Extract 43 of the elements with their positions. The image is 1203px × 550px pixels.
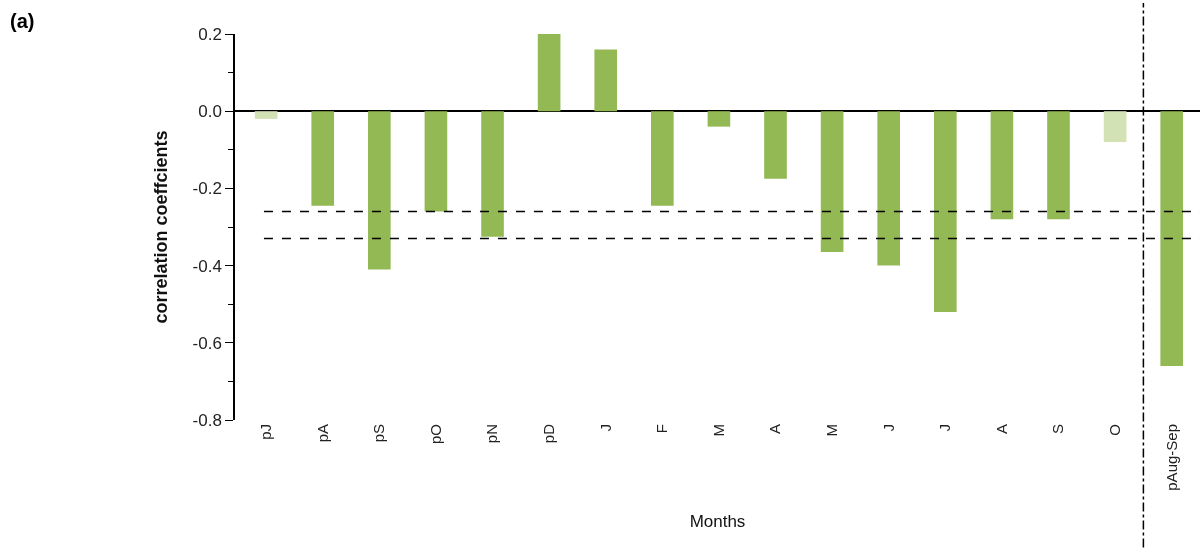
bar: [990, 111, 1014, 220]
bar: [537, 34, 561, 112]
bar: [368, 111, 391, 270]
x-tick-label: pS: [370, 424, 388, 443]
x-tick-label: pAug-Sep: [1162, 424, 1180, 491]
x-tick-label: A: [766, 424, 784, 435]
bar: [707, 111, 731, 127]
bar: [651, 111, 674, 206]
x-tick-label: pN: [483, 424, 501, 444]
bar: [1047, 111, 1070, 220]
x-tick-label: F: [653, 424, 671, 434]
x-tick-label: S: [1049, 424, 1067, 435]
y-tick-label: -0.4: [192, 256, 222, 276]
x-tick-label: M: [709, 424, 727, 437]
bar: [594, 49, 618, 112]
y-tick-label: 0.2: [198, 24, 222, 44]
x-tick-label: J: [879, 424, 897, 432]
bar: [254, 111, 278, 119]
x-tick-label: O: [1105, 424, 1123, 436]
x-tick-label: J: [596, 424, 614, 432]
x-tick-label: A: [992, 424, 1010, 435]
x-axis-title: Months: [689, 512, 746, 532]
y-tick-label: -0.6: [192, 333, 222, 353]
y-tick-label: -0.2: [192, 179, 222, 199]
y-axis-title: correlation coeffcients: [151, 130, 172, 324]
x-tick-label: pJ: [257, 424, 275, 440]
bar: [1103, 111, 1127, 143]
x-tick-label: pO: [426, 424, 444, 445]
bar: [933, 111, 957, 312]
x-tick-label: pD: [539, 423, 557, 444]
bar: [877, 111, 901, 266]
x-tick-label: pA: [313, 424, 331, 443]
bar: [820, 111, 844, 253]
bar: [481, 111, 504, 237]
text: (a): [10, 10, 35, 32]
bar: [311, 111, 335, 206]
x-tick-label: M: [822, 424, 840, 437]
bar: [764, 111, 787, 179]
bar: [1160, 111, 1184, 366]
x-tick-label: J: [936, 424, 954, 432]
y-tick-label: 0.0: [198, 102, 222, 122]
bar: [424, 111, 448, 212]
y-tick-label: -0.8: [192, 410, 222, 430]
